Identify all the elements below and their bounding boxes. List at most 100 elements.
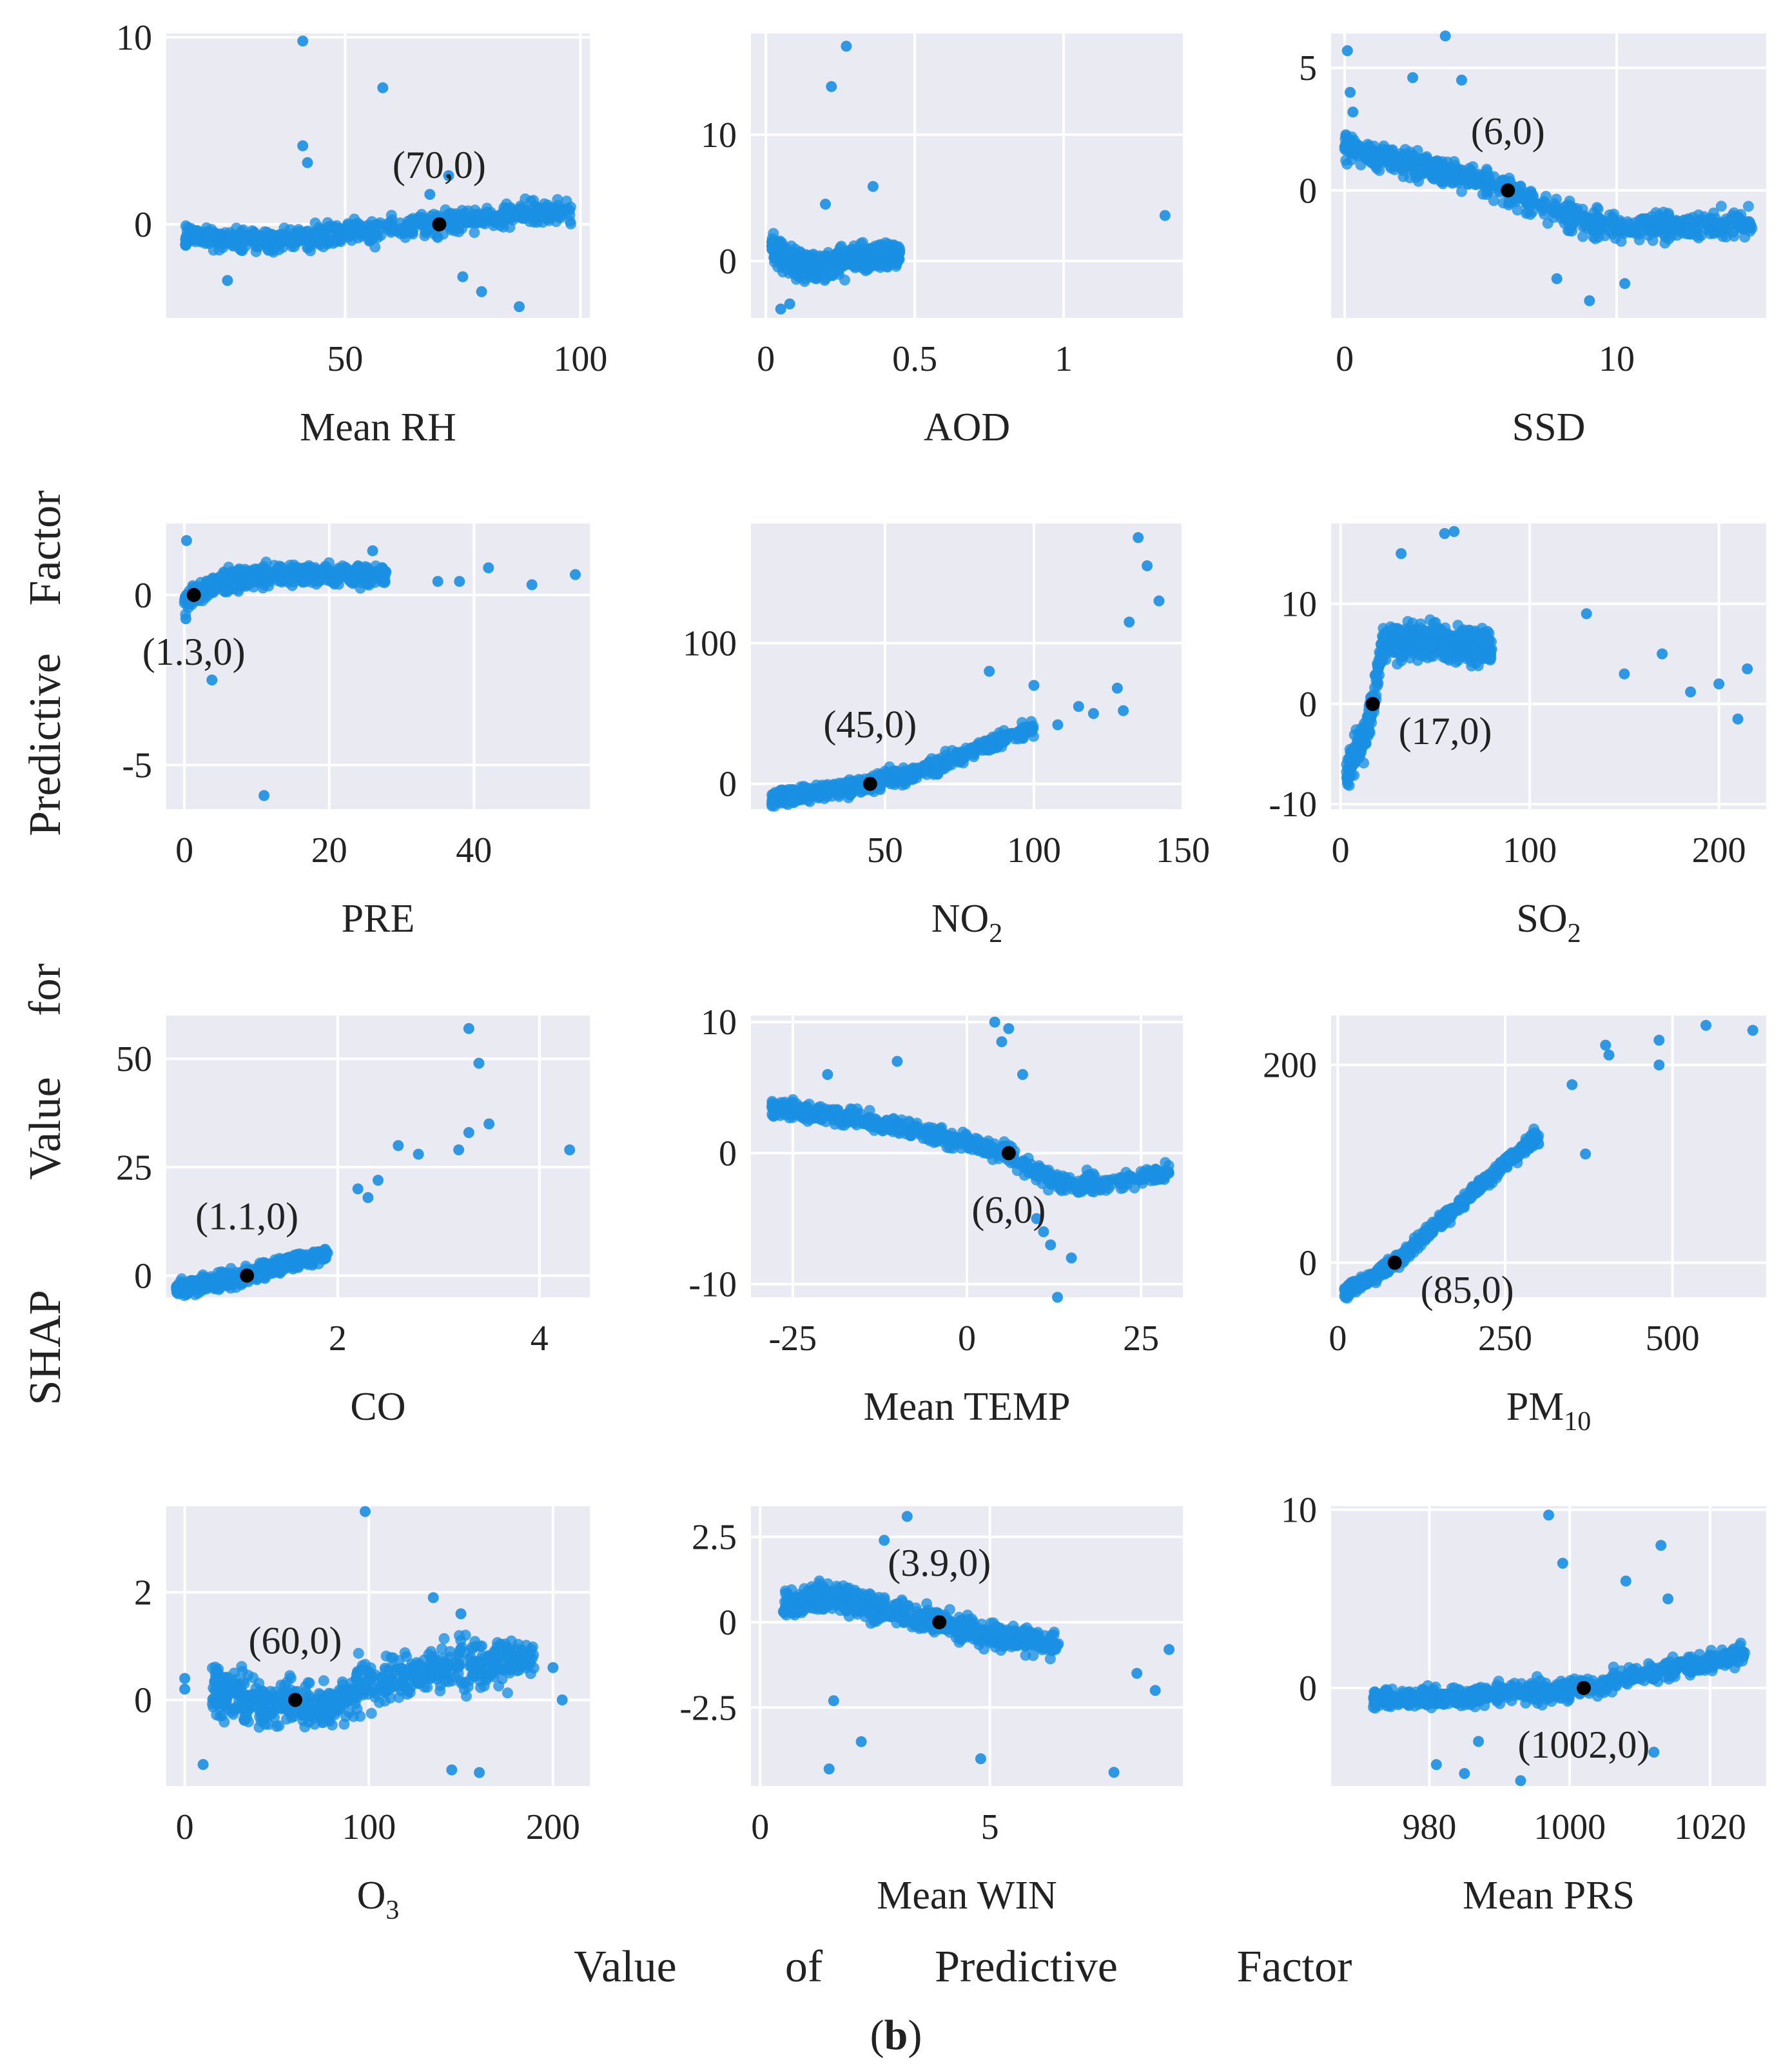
data-point <box>1422 652 1434 663</box>
data-point <box>263 230 275 241</box>
data-point <box>1073 701 1084 712</box>
data-point <box>250 246 262 257</box>
x-axis-label-main: SO <box>1516 897 1567 941</box>
data-point <box>1477 653 1488 665</box>
data-point <box>1439 653 1451 663</box>
x-tick-label: 2 <box>329 1319 347 1359</box>
data-point <box>1463 178 1474 190</box>
data-point <box>1635 216 1646 228</box>
data-point <box>314 239 326 250</box>
points-mean-rh <box>180 35 576 313</box>
data-point <box>1456 74 1467 86</box>
annotation-label: (1.3,0) <box>142 631 246 673</box>
data-point <box>884 776 896 788</box>
y-tick-label: 100 <box>683 623 737 663</box>
data-point <box>481 215 492 226</box>
data-point <box>457 271 469 282</box>
data-point <box>1124 616 1135 628</box>
data-point <box>278 222 290 234</box>
data-point <box>1477 173 1488 185</box>
data-point <box>171 1283 183 1295</box>
data-point <box>1133 532 1144 544</box>
data-point <box>1619 668 1630 680</box>
data-point <box>820 199 831 210</box>
data-point <box>1715 201 1727 212</box>
data-point <box>362 1192 374 1203</box>
annotation-label: (6,0) <box>1471 110 1545 152</box>
data-point <box>1693 232 1704 244</box>
data-point <box>1559 217 1570 229</box>
y-tick-label: 50 <box>116 1039 152 1079</box>
data-point <box>1657 648 1668 660</box>
data-point <box>1359 152 1371 164</box>
x-axis-label-subscript: 2 <box>1568 919 1581 948</box>
annotation-label: (70,0) <box>393 144 486 186</box>
data-point <box>841 41 852 52</box>
data-point <box>407 219 419 230</box>
y-tick-label: 0 <box>719 1134 737 1173</box>
data-point <box>453 1144 465 1155</box>
data-point <box>1414 636 1426 647</box>
x-tick-label: 50 <box>327 339 363 379</box>
data-point <box>1728 207 1740 219</box>
data-point <box>424 189 436 200</box>
data-point <box>1343 763 1354 775</box>
data-point <box>296 564 307 576</box>
data-point <box>349 569 360 581</box>
x-tick-label: 10 <box>1599 339 1635 379</box>
y-tick-label: 25 <box>116 1148 152 1188</box>
x-tick-label: 50 <box>867 830 903 870</box>
data-point <box>1341 45 1353 57</box>
data-point <box>852 244 864 255</box>
data-point <box>810 786 821 798</box>
plot-area <box>166 34 590 318</box>
data-point <box>1439 642 1450 653</box>
data-point <box>302 157 313 168</box>
data-point <box>293 1262 304 1273</box>
y-tick-label: 10 <box>116 18 152 58</box>
data-point <box>1547 204 1558 215</box>
data-point <box>1385 162 1397 174</box>
y-tick-label: 0 <box>719 765 737 805</box>
data-point <box>1584 295 1595 306</box>
data-point <box>262 244 274 255</box>
data-point <box>828 781 839 792</box>
data-point <box>432 576 443 587</box>
annotation-label: (1.1,0) <box>195 1195 298 1237</box>
data-point <box>783 783 795 795</box>
data-point <box>367 545 378 556</box>
x-axis-label-main: SSD <box>1512 406 1586 449</box>
data-point <box>1563 199 1574 210</box>
data-point <box>1381 626 1392 638</box>
y-tick-label: -10 <box>1269 785 1317 825</box>
data-point <box>220 237 231 249</box>
highlight-point <box>240 1268 255 1283</box>
data-point <box>784 298 795 309</box>
data-point <box>329 222 340 233</box>
data-point <box>860 251 872 263</box>
data-point <box>1436 629 1447 640</box>
data-point <box>210 579 222 590</box>
data-point <box>1521 208 1532 219</box>
data-point <box>222 275 233 286</box>
data-point <box>326 567 338 578</box>
data-point <box>867 181 879 192</box>
data-point <box>564 1144 576 1155</box>
x-axis-label: PRE <box>342 897 415 941</box>
data-point <box>258 790 270 801</box>
y-tick-label: 10 <box>701 1003 737 1043</box>
data-point <box>1607 211 1619 222</box>
x-axis-label: CO <box>350 1385 405 1429</box>
data-point <box>340 562 351 573</box>
x-tick-label: 0 <box>175 830 193 870</box>
data-point <box>1683 228 1695 240</box>
data-point <box>559 205 570 217</box>
data-point <box>206 674 218 686</box>
x-axis-label-main: NO <box>931 897 989 941</box>
data-point <box>1666 230 1677 242</box>
data-point <box>379 568 390 580</box>
x-axis-label-main: AOD <box>924 406 1010 449</box>
annotation-label: (17,0) <box>1399 710 1492 752</box>
